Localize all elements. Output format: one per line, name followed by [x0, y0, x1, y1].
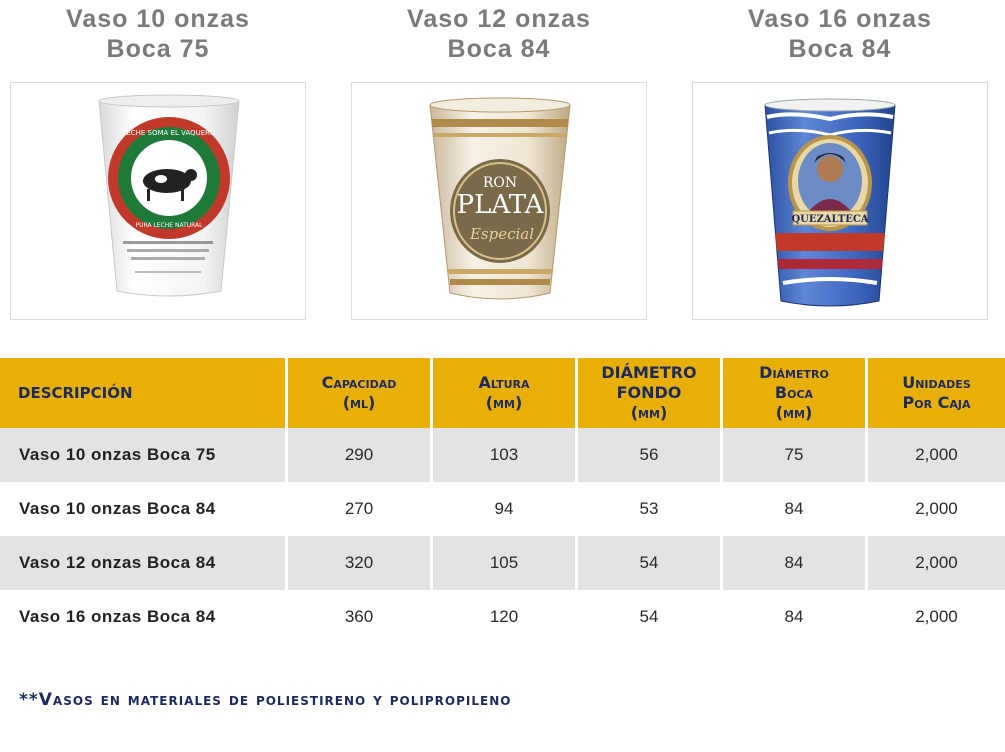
header-text: Capacidad	[321, 373, 397, 392]
cup-print-text: PLATA	[457, 190, 545, 220]
product-title-line2: Boca 84	[788, 35, 892, 63]
table-cell-unidades: 2,000	[868, 536, 1005, 590]
column-header-altura: Altura (mm)	[433, 358, 578, 428]
white-cup-cow-image: LECHE SOMA EL VAQUERO PURA LECHE NATURAL	[98, 94, 240, 297]
table-cell-diametro-fondo: 54	[578, 536, 723, 590]
table-cell-descripcion: Vaso 10 onzas Boca 75	[0, 428, 288, 482]
table-cell-capacidad: 270	[288, 482, 433, 536]
table-cell-descripcion: Vaso 12 onzas Boca 84	[0, 536, 288, 590]
table-cell-capacidad: 290	[288, 428, 433, 482]
table-cell-descripcion: Vaso 16 onzas Boca 84	[0, 590, 288, 644]
header-text: (mm)	[485, 393, 523, 412]
table-cell-unidades: 2,000	[868, 428, 1005, 482]
product-title-line1: Vaso 16 onzas	[748, 5, 932, 33]
blue-cup-portrait-image: QUEZALTECA	[764, 98, 896, 307]
header-text: Por Caja	[902, 393, 971, 412]
cup-print-text: LECHE SOMA EL VAQUERO	[122, 129, 216, 137]
table-row: Vaso 10 onzas Boca 75 290 103 56 75 2,00…	[0, 428, 1005, 482]
header-text: (ml)	[342, 393, 376, 412]
table-cell-diametro-boca: 84	[723, 536, 868, 590]
table-cell-capacidad: 360	[288, 590, 433, 644]
product-title: Vaso 10 onzas Boca 75	[8, 4, 308, 70]
product-title: Vaso 16 onzas Boca 84	[690, 4, 990, 70]
table-row: Vaso 10 onzas Boca 84 270 94 53 84 2,000	[0, 482, 1005, 536]
cup-print-text: QUEZALTECA	[791, 214, 868, 225]
header-text: (mm)	[630, 403, 668, 422]
header-text: Boca	[774, 383, 814, 402]
table-row: Vaso 16 onzas Boca 84 360 120 54 84 2,00…	[0, 590, 1005, 644]
header-text: DESCRIPCIÓN	[18, 384, 133, 402]
product-image-frame: LECHE SOMA EL VAQUERO PURA LECHE NATURAL	[10, 82, 306, 320]
header-text: (mm)	[775, 403, 813, 422]
table-cell-capacidad: 320	[288, 536, 433, 590]
header-text: Unidades	[902, 373, 971, 392]
table-cell-altura: 94	[433, 482, 578, 536]
table-cell-altura: 105	[433, 536, 578, 590]
column-header-diametro-fondo: DIÁMETRO FONDO (mm)	[578, 358, 723, 428]
table-row: Vaso 12 onzas Boca 84 320 105 54 84 2,00…	[0, 536, 1005, 590]
clear-cup-rum-image: RON PLATA Especial	[429, 97, 571, 300]
product-card-12oz-84: Vaso 12 onzas Boca 84 RON PLATA Especial	[349, 0, 649, 320]
header-text: FONDO	[616, 383, 682, 402]
table-cell-diametro-boca: 84	[723, 482, 868, 536]
table-cell-descripcion: Vaso 10 onzas Boca 84	[0, 482, 288, 536]
header-text: Diámetro	[759, 363, 829, 382]
product-title-line2: Boca 75	[106, 35, 210, 63]
table-cell-unidades: 2,000	[868, 482, 1005, 536]
product-title: Vaso 12 onzas Boca 84	[349, 4, 649, 70]
column-header-capacidad: Capacidad (ml)	[288, 358, 433, 428]
product-image-frame: RON PLATA Especial	[351, 82, 647, 320]
table-header-row: DESCRIPCIÓN Capacidad (ml) Altura (mm) DIÁ…	[0, 358, 1005, 428]
product-card-10oz-75: Vaso 10 onzas Boca 75 LECHE SOMA EL VAQU…	[8, 0, 308, 320]
table-cell-diametro-fondo: 54	[578, 590, 723, 644]
table-cell-diametro-fondo: 53	[578, 482, 723, 536]
product-card-16oz-84: Vaso 16 onzas Boca 84 QUEZALTECA	[690, 0, 990, 320]
table-cell-unidades: 2,000	[868, 590, 1005, 644]
product-title-line1: Vaso 10 onzas	[66, 5, 250, 33]
cup-print-text: RON	[483, 175, 517, 191]
product-title-line2: Boca 84	[447, 35, 551, 63]
table-cell-diametro-boca: 84	[723, 590, 868, 644]
product-title-line1: Vaso 12 onzas	[407, 5, 591, 33]
table-cell-altura: 120	[433, 590, 578, 644]
table-cell-altura: 103	[433, 428, 578, 482]
cup-print-text: Especial	[469, 225, 534, 243]
cup-print-text: PURA LECHE NATURAL	[135, 222, 203, 229]
product-image-frame: QUEZALTECA	[692, 82, 988, 320]
header-text: DIÁMETRO	[601, 363, 697, 382]
column-header-unidades-por-caja: Unidades Por Caja	[868, 358, 1005, 428]
column-header-diametro-boca: Diámetro Boca (mm)	[723, 358, 868, 428]
column-header-descripcion: DESCRIPCIÓN	[0, 358, 288, 428]
table-cell-diametro-fondo: 56	[578, 428, 723, 482]
table-cell-diametro-boca: 75	[723, 428, 868, 482]
header-text: Altura	[478, 373, 530, 392]
specifications-table: DESCRIPCIÓN Capacidad (ml) Altura (mm) DIÁ…	[0, 358, 1005, 644]
materials-footnote: **Vasos en materiales de poliestireno y …	[19, 690, 512, 710]
